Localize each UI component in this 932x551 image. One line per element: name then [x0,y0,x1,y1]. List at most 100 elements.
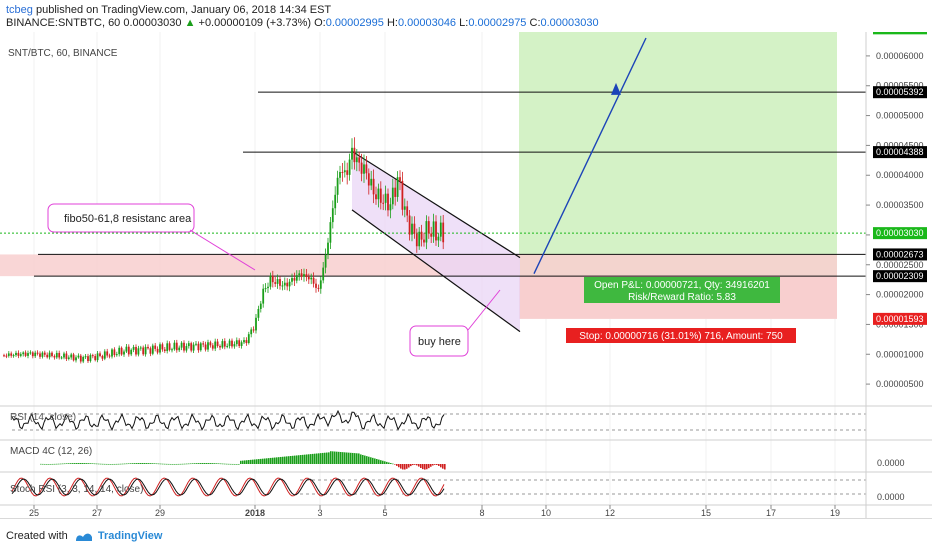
level-price-badge: 0.00002673 [876,249,924,259]
annotation-buy[interactable]: buy here [409,289,501,357]
macd-bar [368,456,370,464]
macd-bar [344,452,346,464]
candle-body [142,347,145,355]
candle-body [5,355,8,357]
macd-bar [252,459,254,464]
candle-body [175,342,178,351]
candle-body [207,342,209,350]
candle-body [180,342,183,348]
rsi-label: RSI (14, close) [10,412,76,423]
price-tick-label: 0.00005000 [876,111,924,121]
candle-body [125,346,128,352]
macd-bar [204,463,206,464]
stoch-label: Stoch RSI (3, 3, 14, 14, close) [10,484,143,495]
time-axis[interactable]: 25 27 29 2018 3 5 8 10 12 15 17 19 [29,505,840,518]
channel-lower-line[interactable] [351,209,521,333]
candle-body [303,274,305,277]
candle-body [137,348,140,355]
candle-body [197,343,200,351]
candle-body [130,349,133,355]
candle-body [413,223,416,234]
macd-bar [74,463,76,464]
candle-body [221,341,224,348]
candle-body [339,172,341,178]
arrow-head [611,82,621,95]
annotation-fibo[interactable]: fibo50-61,8 resistanc area [47,203,256,271]
candle-body [403,206,406,210]
last-price: 0.00003030 [123,17,182,29]
channel-upper-line[interactable] [351,150,521,259]
high-label: H: [386,17,398,29]
candle-body [291,278,293,282]
publish-line: tcbeg published on TradingView.com, Janu… [6,4,331,16]
macd-bar [214,463,216,464]
candle-body [216,341,219,347]
macd-bar [426,464,428,470]
candle-body [442,222,445,243]
candle-body [329,222,332,243]
macd-bar [366,456,368,464]
candle-body [3,355,5,357]
macd-bar [260,458,262,464]
author-link[interactable]: tcbeg [6,4,33,16]
candle-body [195,343,197,345]
candle-body [43,352,46,355]
chart-area[interactable]: fibo50-61,8 resistanc area buy here Open… [0,22,932,518]
candle-body [39,353,41,357]
candle-body [75,357,77,361]
candle-body [106,351,109,356]
macd-bar [268,458,270,464]
macd-bar [112,463,114,465]
macd-bar [356,453,358,464]
macd-bar [380,460,382,464]
macd-bar [350,452,352,464]
candle-body [255,317,257,331]
candle-body [231,340,233,347]
macd-bar [412,464,414,466]
pnl-label-bg [584,277,780,303]
last-price-badge-bg [873,227,927,240]
time-tick-label: 15 [701,508,711,518]
candle-body [24,352,27,356]
macd-bar [110,464,112,465]
candle-body [199,343,202,351]
macd-bar [122,463,124,465]
candle-body [27,353,29,356]
candle-body [51,352,53,357]
candle-body [29,352,32,354]
candle-body [420,231,423,240]
candle-body [36,352,39,354]
macd-bar [174,463,176,465]
macd-bar [352,452,354,464]
macd-bar [374,458,376,464]
candle-body [31,352,34,357]
macd-bar [318,453,320,464]
close-label: C: [529,17,541,29]
candle-body [293,278,296,281]
candle-body [243,340,245,343]
macd-bar [294,455,296,464]
projection-arrow[interactable] [533,37,647,275]
level-price-badge-bg [873,146,927,159]
time-tick-label: 25 [29,508,39,518]
candle-body [406,206,409,216]
macd-bar [238,463,240,465]
macd-bar [82,463,84,464]
candle-body [63,353,65,358]
candle-body [151,345,154,354]
candle-body [399,177,401,181]
tradingview-brand[interactable]: TradingView [97,530,163,542]
candle-body [113,349,116,356]
macd-bar [88,463,90,464]
candle-body [343,170,346,173]
macd-bar [358,453,360,464]
candle-body [391,187,394,205]
risk-reward-text: Risk/Reward Ratio: 5.83 [628,292,736,303]
macd-bar [224,463,226,465]
chart-svg[interactable]: fibo50-61,8 resistanc area buy here Open… [0,22,932,518]
candle-body [178,347,181,351]
time-tick-label: 10 [541,508,551,518]
candle-body [233,344,236,347]
macd-bar [118,463,120,465]
candle-body [96,353,99,361]
